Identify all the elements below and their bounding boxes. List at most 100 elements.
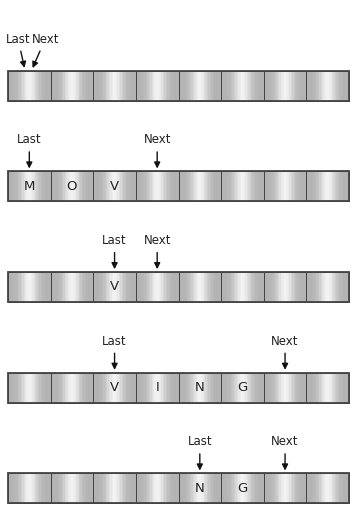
Bar — [221, 473, 264, 503]
Bar — [93, 171, 136, 201]
Bar — [147, 71, 149, 101]
Bar — [153, 473, 155, 503]
Bar — [12, 272, 14, 302]
Bar — [312, 71, 313, 101]
Bar — [326, 473, 328, 503]
Bar — [15, 171, 17, 201]
Bar — [76, 272, 78, 302]
Bar — [191, 473, 193, 503]
Bar — [11, 171, 12, 201]
Bar — [31, 71, 32, 101]
Bar — [80, 272, 82, 302]
Bar — [268, 473, 270, 503]
Bar — [89, 373, 91, 403]
Bar — [211, 171, 213, 201]
Bar — [220, 71, 221, 101]
Bar — [56, 272, 58, 302]
Bar — [144, 71, 146, 101]
Bar — [115, 473, 116, 503]
Bar — [76, 373, 78, 403]
Bar — [237, 373, 238, 403]
Bar — [254, 272, 255, 302]
Bar — [26, 473, 28, 503]
Bar — [345, 473, 346, 503]
Bar — [51, 473, 52, 503]
Bar — [8, 71, 51, 101]
Bar — [75, 71, 76, 101]
Bar — [116, 272, 117, 302]
Bar — [197, 373, 198, 403]
Bar — [97, 473, 99, 503]
Bar — [19, 171, 21, 201]
Bar — [21, 171, 22, 201]
Bar — [99, 473, 100, 503]
Bar — [35, 171, 36, 201]
Bar — [86, 272, 88, 302]
Bar — [275, 373, 277, 403]
Bar — [147, 473, 149, 503]
Bar — [42, 272, 44, 302]
Bar — [258, 473, 260, 503]
Bar — [9, 473, 11, 503]
Bar — [302, 373, 304, 403]
Bar — [315, 473, 316, 503]
Bar — [156, 272, 157, 302]
Bar — [188, 272, 190, 302]
Bar — [136, 473, 137, 503]
Bar — [230, 272, 231, 302]
Bar — [49, 171, 51, 201]
Bar — [102, 473, 103, 503]
Bar — [15, 373, 17, 403]
Bar — [214, 71, 216, 101]
Bar — [45, 473, 46, 503]
Bar — [123, 373, 125, 403]
Bar — [210, 71, 211, 101]
Bar — [258, 272, 260, 302]
Bar — [315, 171, 316, 201]
Bar — [346, 373, 348, 403]
Bar — [143, 171, 145, 201]
Bar — [341, 373, 342, 403]
Bar — [24, 171, 25, 201]
Bar — [39, 71, 41, 101]
Bar — [130, 473, 132, 503]
Bar — [217, 171, 218, 201]
Bar — [322, 71, 323, 101]
Bar — [257, 71, 258, 101]
Bar — [171, 71, 173, 101]
Bar — [173, 373, 174, 403]
Bar — [21, 71, 22, 101]
Bar — [82, 171, 84, 201]
Bar — [237, 473, 238, 503]
Bar — [154, 473, 156, 503]
Bar — [255, 272, 257, 302]
Bar — [102, 272, 103, 302]
Bar — [178, 473, 180, 503]
Bar — [120, 373, 122, 403]
Bar — [267, 71, 268, 101]
Bar — [224, 373, 226, 403]
Bar — [224, 71, 226, 101]
Bar — [345, 272, 346, 302]
Bar — [302, 473, 304, 503]
Text: N: N — [195, 381, 205, 394]
Bar — [64, 272, 65, 302]
Bar — [133, 171, 135, 201]
Bar — [68, 171, 69, 201]
Bar — [137, 171, 139, 201]
Bar — [44, 373, 45, 403]
Bar — [306, 473, 308, 503]
Bar — [22, 373, 24, 403]
Bar — [220, 171, 221, 201]
Bar — [46, 473, 48, 503]
Text: M: M — [24, 180, 35, 193]
Bar — [326, 71, 328, 101]
Bar — [176, 373, 177, 403]
Bar — [44, 71, 45, 101]
Bar — [36, 473, 38, 503]
Bar — [291, 272, 292, 302]
Bar — [113, 473, 115, 503]
Bar — [69, 373, 71, 403]
Bar — [198, 71, 200, 101]
Bar — [267, 272, 268, 302]
